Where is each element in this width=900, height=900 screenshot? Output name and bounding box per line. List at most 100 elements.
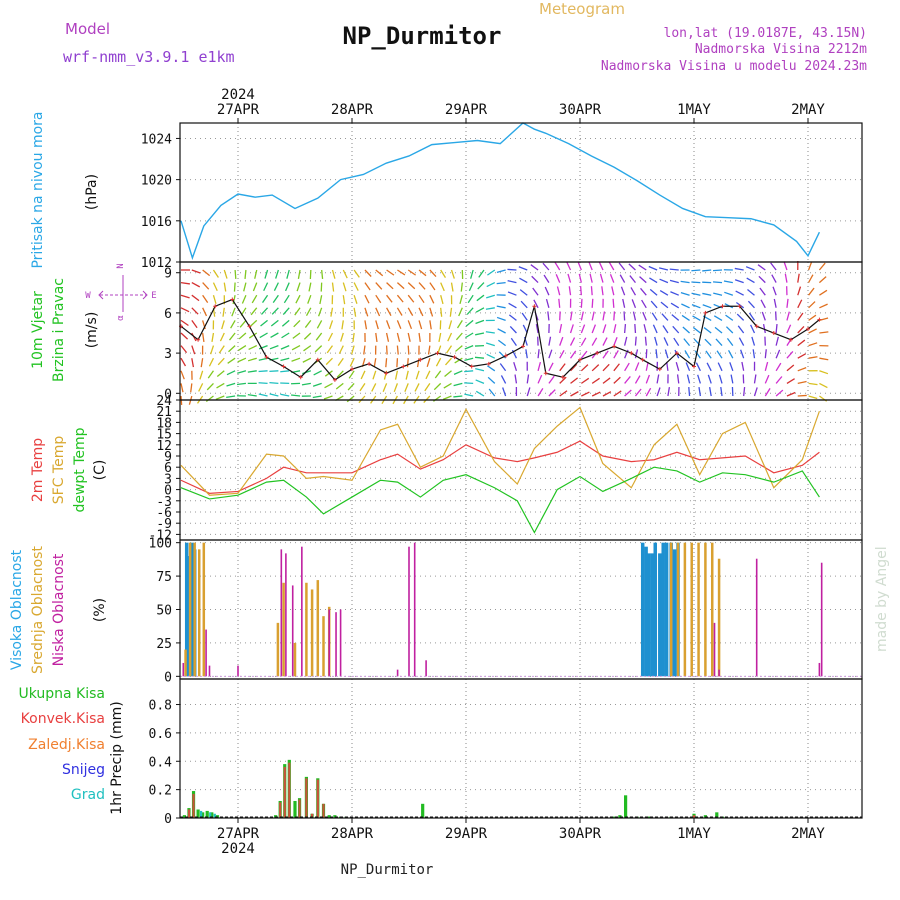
ytick-label: 24 [156, 394, 172, 409]
wind-arrow [223, 282, 227, 292]
wind-arrow [456, 320, 463, 329]
wind-arrow [407, 294, 415, 303]
low-cloud-bar [208, 665, 211, 677]
wind-arrow [533, 299, 539, 309]
wind-arrow [251, 294, 258, 304]
wind-arrow [292, 332, 301, 339]
wind-arrow [618, 262, 626, 271]
wind-speed-point [230, 297, 235, 302]
panel-frame [179, 261, 863, 401]
mid-cloud-bar [710, 542, 714, 677]
low-cloud-bar [280, 549, 283, 677]
wind-arrow [375, 307, 381, 317]
wind-arrow [317, 307, 323, 317]
conv-precip-bar [298, 799, 301, 818]
wind-arrow [364, 282, 371, 291]
wind-arrow [429, 294, 435, 304]
panel-frame [179, 122, 863, 263]
wind-arrow [532, 287, 539, 296]
wind-arrow [263, 282, 269, 292]
hail-bar [209, 812, 212, 818]
wind-arrow [808, 287, 815, 296]
wind-arrow [440, 307, 443, 317]
wind-arrow [531, 275, 539, 284]
wind-arrow [364, 307, 369, 317]
wind-arrow [672, 325, 680, 334]
ytick-label: 1012 [141, 256, 172, 271]
year-label-bottom: 2024 [221, 841, 255, 857]
compass-west: W [85, 291, 91, 301]
wind-arrow [630, 287, 637, 296]
wind-arrow [580, 298, 583, 308]
wind-arrow [775, 336, 779, 346]
ytick-label: 18 [156, 416, 172, 431]
wind-arrow [712, 269, 723, 272]
day-label-top: 2MAY [791, 102, 825, 118]
wind-arrow [284, 282, 290, 292]
day-labels-top: 27APR 28APR 29APR 30APR 1MAY 2MAY [217, 102, 825, 123]
wind-arrow [513, 362, 518, 371]
wind-arrow [729, 362, 734, 372]
wind-arrow [449, 307, 453, 317]
wind-arrow [303, 332, 312, 340]
mid-cloud-bar [717, 558, 721, 677]
conv-precip-bar [187, 809, 191, 818]
wind-arrow [602, 324, 607, 334]
wind-arrow [544, 286, 550, 296]
wind-arrow [519, 289, 528, 296]
wind-arrow [569, 324, 574, 334]
wind-arrow [631, 299, 637, 309]
wind-arrow [664, 349, 669, 359]
wind-arrow [702, 304, 712, 309]
wind-arrow [414, 383, 420, 392]
wind-arrow [407, 269, 417, 276]
wind-arrow [691, 281, 701, 284]
wind-arrow [260, 307, 269, 315]
mid-cloud-bar [683, 542, 687, 677]
wind-arrow [342, 269, 348, 279]
conv-precip-bar [322, 803, 325, 818]
wind-arrow [656, 387, 661, 397]
wind-arrow [347, 382, 355, 391]
wind-arrow [216, 370, 225, 377]
wind-arrow [775, 362, 782, 372]
year-label-top: 2024 [221, 87, 255, 103]
wind-arrow [590, 286, 593, 296]
wind-speed-point [806, 326, 810, 331]
wind-arrow [773, 298, 777, 308]
wind-arrow [269, 370, 279, 373]
legend-hail: Grad [71, 787, 105, 803]
wind-arrow [283, 294, 290, 304]
wind-arrow [261, 294, 269, 304]
wind-arrow [295, 294, 301, 304]
wind-arrow [331, 269, 336, 279]
wind-arrow [659, 267, 669, 271]
wind-speed-point [350, 367, 354, 372]
mid-cloud-bar [188, 542, 192, 677]
panels: 10121016102010240369-12-9-6-303691215182… [141, 122, 863, 827]
wind-arrow [477, 282, 485, 290]
mid-cloud-bar [316, 580, 320, 677]
wind-arrow [818, 262, 826, 271]
wind-arrow [228, 345, 236, 353]
wind-arrow [581, 391, 590, 397]
wind-arrow [258, 370, 268, 373]
wind-arrow [319, 295, 323, 305]
wind-arrow [470, 269, 474, 279]
wind-arrow [740, 349, 745, 359]
wind-arrow [727, 349, 734, 359]
wind-arrow [218, 345, 225, 354]
ytick-label: 0.2 [149, 784, 172, 799]
mid-cloud-bar [676, 542, 680, 677]
wind-arrow [293, 319, 301, 328]
wind-arrow [623, 311, 626, 321]
wind-arrow [759, 287, 766, 296]
wind-arrow [464, 370, 474, 373]
wind-arrow [499, 363, 507, 372]
dewpt-ylabel: dewpt Temp [72, 427, 88, 512]
total-precip-bar [612, 816, 616, 818]
wind-arrow [750, 324, 756, 334]
wind-arrow [670, 302, 680, 309]
wind-arrow [385, 358, 388, 368]
wind-arrow [579, 286, 583, 296]
